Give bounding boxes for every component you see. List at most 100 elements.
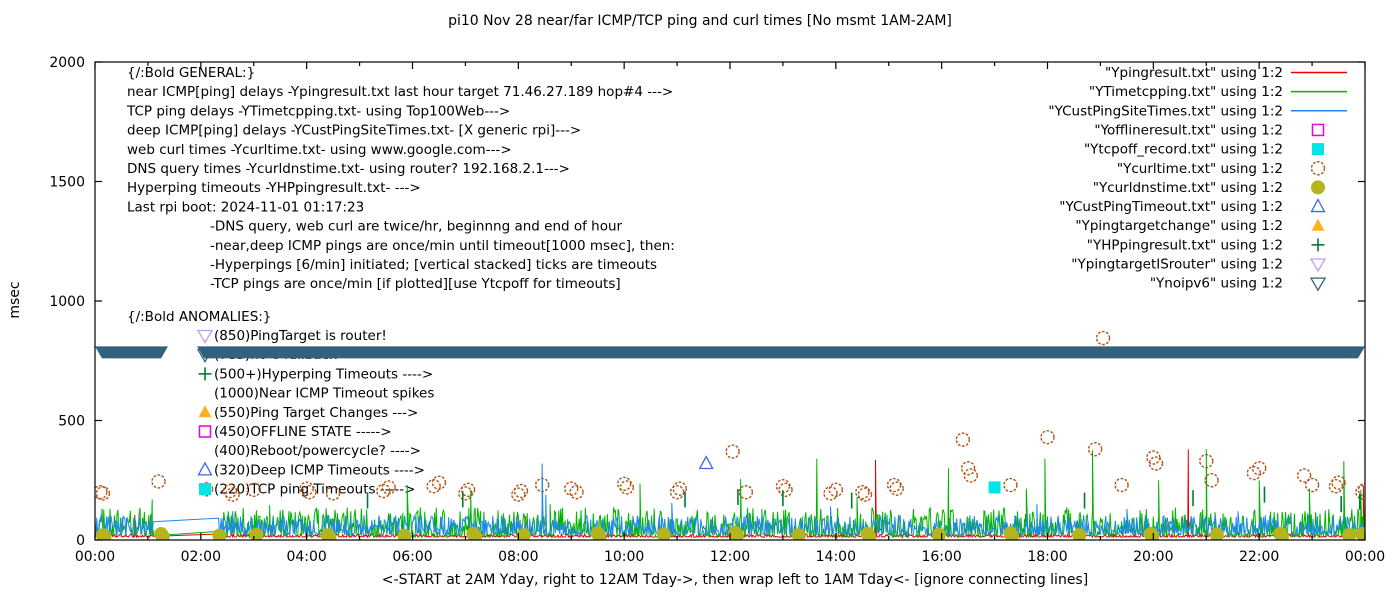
triangle-up-filled-icon — [1311, 218, 1325, 231]
dns-point-icon — [932, 527, 947, 540]
curl-point-icon — [1146, 450, 1161, 465]
curl-point-icon — [222, 483, 238, 499]
triangle-down-icon — [1309, 277, 1327, 292]
general-note-indent-line: -TCP pings are once/min [if plotted][use… — [210, 276, 621, 292]
anomaly-label: (400)Reboot/powercycle? ----> — [214, 443, 421, 459]
dns-point-icon — [1145, 529, 1160, 540]
curl-point-icon — [857, 487, 873, 502]
curl-point-icon — [960, 461, 976, 476]
x-tick-label: 22:00 — [1239, 549, 1279, 565]
curl-point-icon — [886, 477, 902, 493]
general-note-line: Hyperping timeouts -YHPpingresult.txt- -… — [127, 180, 421, 196]
legend-label: "YHPpingresult.txt" using 1:2 — [1087, 237, 1283, 253]
series-band-ynoipv6 — [95, 346, 1365, 359]
curl-point-icon — [669, 485, 685, 500]
dns-point-icon — [1005, 529, 1020, 540]
legend-label: "Ycurldnstime.txt" using 1:2 — [1093, 180, 1283, 196]
curl-point-icon — [1331, 475, 1346, 490]
series-points-yhppingresult-txt — [366, 486, 1361, 513]
x-tick-label: 08:00 — [498, 549, 538, 565]
curl-point-icon — [151, 474, 166, 489]
anomaly-label: (1000)Near ICMP Timeout spikes — [214, 386, 434, 402]
legend-label: "Ypingresult.txt" using 1:2 — [1105, 65, 1283, 81]
x-tick-label: 18:00 — [1027, 549, 1067, 565]
general-note-line: near ICMP[ping] delays -Ypingresult.txt … — [127, 84, 673, 100]
curl-point-icon — [1148, 456, 1164, 471]
curl-point-icon — [778, 482, 793, 498]
x-tick-label: 14:00 — [816, 549, 856, 565]
curl-point-icon — [426, 479, 441, 494]
x-tick-label: 10:00 — [604, 549, 644, 565]
anomaly-label: (850)PingTarget is router! — [214, 328, 387, 344]
series-points-ycurltime-txt — [95, 330, 1365, 502]
dns-point-icon — [1274, 529, 1289, 540]
curl-point-icon — [511, 487, 526, 502]
y-tick-label: 1000 — [49, 294, 85, 310]
curl-point-icon — [1355, 485, 1365, 500]
legend-label: "Ycurltime.txt" using 1:2 — [1117, 161, 1283, 177]
general-note-line: web curl times -Ycurltime.txt- using www… — [127, 142, 512, 158]
curl-point-icon — [381, 480, 396, 495]
curl-point-icon — [1087, 441, 1103, 457]
legend-label: "Ynoipv6" using 1:2 — [1150, 276, 1283, 292]
curl-point-icon — [1199, 453, 1214, 469]
dns-point-icon — [592, 529, 607, 540]
anomaly-label: (500+)Hyperping Timeouts ----> — [214, 366, 433, 382]
triangle-up-icon — [698, 455, 714, 470]
curl-point-icon — [823, 486, 838, 501]
dns-point-icon — [791, 528, 806, 540]
general-note-line: deep ICMP[ping] delays -YCustPingSiteTim… — [127, 123, 581, 139]
offline-point-icon — [198, 425, 212, 438]
dns-point-icon — [729, 528, 744, 540]
triangle-down-icon — [196, 349, 214, 363]
triangle-down-icon — [196, 329, 214, 344]
noipv6-band-segment — [95, 346, 169, 359]
dns-point-icon — [212, 528, 227, 540]
legend-label: "Ytcpoff_record.txt" using 1:2 — [1084, 142, 1283, 158]
curl-point-icon — [198, 482, 214, 497]
triangle-up-filled-icon — [198, 405, 212, 418]
legend-label: "YCustPingTimeout.txt" using 1:2 — [1059, 199, 1283, 215]
triangle-up-icon — [197, 461, 213, 476]
general-note-line: {/:Bold GENERAL:} — [127, 65, 255, 81]
curl-point-icon — [1246, 465, 1262, 481]
x-tick-label: 16:00 — [921, 549, 961, 565]
series-line-ycustpingsitetimes-txt — [95, 463, 1365, 537]
curl-point-icon — [325, 486, 341, 501]
curl-point-icon — [738, 485, 754, 500]
chart-title: pi10 Nov 28 near/far ICMP/TCP ping and c… — [448, 13, 952, 29]
curl-point-icon — [1095, 330, 1111, 346]
curl-point-icon — [458, 486, 473, 501]
triangle-up-icon — [1310, 198, 1326, 213]
dns-point-icon — [656, 527, 671, 540]
curl-point-icon — [302, 485, 317, 500]
curl-point-icon — [955, 432, 971, 447]
anomaly-label: (320)Deep ICMP Timeouts ----> — [214, 462, 425, 478]
curl-point-icon — [619, 480, 635, 495]
general-note-line: DNS query times -Ycurldnstime.txt- using… — [127, 161, 570, 177]
axes: 00:00 02:00 04:00 06:00 08:00 10:00 12:00 14:00… — [49, 55, 1385, 565]
legend-label: "YTimetcpping.txt" using 1:2 — [1089, 84, 1283, 100]
dns-point-icon — [1342, 528, 1357, 540]
curl-point-icon — [246, 482, 261, 498]
anomaly-label: (220)TCP ping Timeouts -----> — [214, 482, 416, 498]
curl-point-icon — [460, 482, 476, 498]
dns-point-icon — [322, 530, 337, 540]
dns-point-icon — [1355, 527, 1365, 540]
general-note-line: TCP ping delays -YTimetcpping.txt- using… — [126, 103, 510, 119]
series-points-ytcpoff_record-txt — [988, 481, 1001, 494]
general-note-line: Last rpi boot: 2024-11-01 01:17:23 — [127, 199, 364, 215]
curl-point-icon — [855, 485, 870, 500]
dns-point-icon — [1072, 528, 1087, 540]
curl-point-icon — [513, 483, 529, 499]
curl-point-icon — [225, 487, 240, 502]
general-note-indent-line: -near,deep ICMP pings are once/min until… — [210, 238, 675, 254]
triangle-down-icon — [1309, 258, 1327, 273]
y-tick-label: 500 — [58, 414, 85, 430]
legend-label: "Ypingtargetchange" using 1:2 — [1075, 218, 1283, 234]
legend: "Ypingresult.txt" using 1:2 "YTimetcpping… — [1048, 65, 1347, 292]
curl-point-icon — [616, 476, 632, 492]
anomaly-label: (450)OFFLINE STATE -----> — [214, 424, 392, 440]
legend-label: "YCustPingSiteTimes.txt" using 1:2 — [1048, 103, 1283, 119]
